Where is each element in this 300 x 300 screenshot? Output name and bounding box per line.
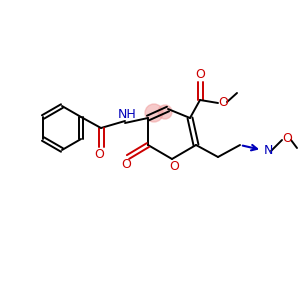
Text: N: N <box>263 145 273 158</box>
Text: O: O <box>218 95 228 109</box>
Text: O: O <box>94 148 104 161</box>
Text: O: O <box>169 160 179 173</box>
Text: O: O <box>282 133 292 146</box>
Text: NH: NH <box>118 109 136 122</box>
Circle shape <box>145 104 163 122</box>
Text: O: O <box>121 158 131 172</box>
Circle shape <box>158 105 172 119</box>
Text: O: O <box>195 68 205 80</box>
